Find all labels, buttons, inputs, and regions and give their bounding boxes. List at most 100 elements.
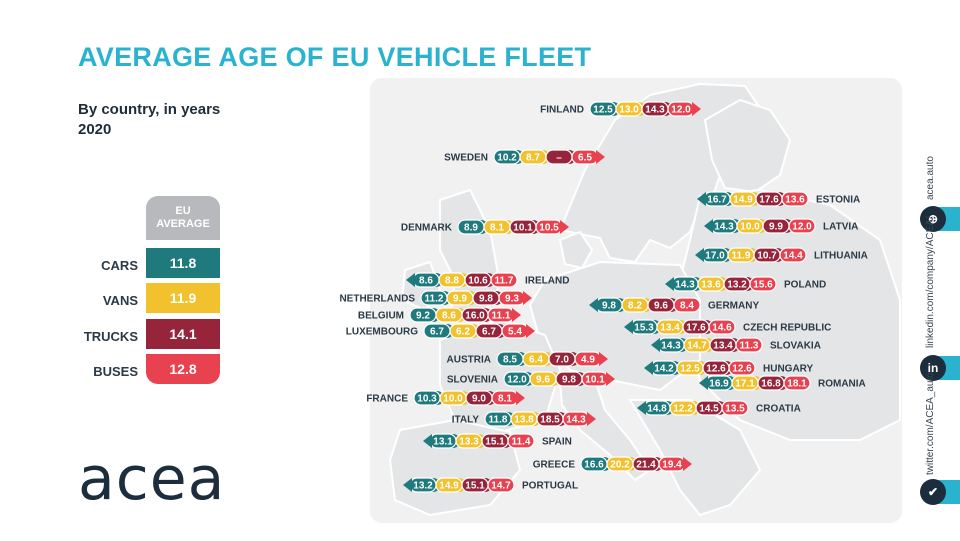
value-croatia-0: 14.8	[647, 404, 667, 415]
value-hungary-0: 14.2	[654, 364, 674, 375]
social-text-linkedin[interactable]: linkedin.com/company/ACEA/	[925, 216, 936, 348]
country-callout-latvia: 14.3 10.0 9.9 12.0 LATVIA	[704, 218, 858, 234]
map-denmark	[558, 230, 594, 270]
value-romania-1: 17.1	[735, 379, 755, 390]
country-label-hungary: HUNGARY	[763, 364, 814, 375]
value-croatia-3: 13.5	[725, 404, 745, 415]
value-slovenia-1: 9.6	[536, 375, 550, 386]
country-callout-lithuania: 17.0 11.9 10.7 14.4 LITHUANIA	[695, 247, 868, 263]
value-ireland-1: 8.8	[445, 276, 459, 287]
social-text-twitter[interactable]: twitter.com/ACEA_auto	[925, 372, 936, 475]
value-greece-2: 21.4	[636, 460, 656, 471]
value-ireland-3: 11.7	[495, 276, 514, 287]
pointer-spain	[423, 434, 432, 448]
value-finland-2: 14.3	[645, 105, 665, 116]
value-lithuania-3: 14.4	[783, 251, 803, 262]
value-estonia-0: 16.7	[707, 195, 727, 206]
country-callout-luxembourg: 6.7 6.2 6.7 5.4 LUXEMBOURG	[346, 323, 535, 339]
value-slovenia-0: 12.0	[507, 375, 527, 386]
page-title: AVERAGE AGE OF EU VEHICLE FLEET	[78, 42, 592, 72]
value-romania-2: 16.8	[761, 379, 781, 390]
legend-value-trucks: 14.1	[146, 319, 220, 349]
value-germany-1: 8.2	[628, 301, 642, 312]
linkedin-icon[interactable]: in	[920, 355, 946, 381]
country-callout-austria: 8.5 6.4 7.0 4.9 AUSTRIA	[447, 351, 608, 367]
country-callout-belgium: 9.2 8.6 16.0 11.1 BELGIUM	[358, 307, 521, 323]
value-denmark-0: 8.9	[464, 223, 478, 234]
legend-value-buses: 12.8	[146, 354, 220, 384]
country-callout-slovakia: 14.3 14.7 13.4 11.3 SLOVAKIA	[651, 337, 821, 353]
value-austria-1: 6.4	[529, 355, 543, 366]
value-hungary-1: 12.5	[680, 364, 700, 375]
country-label-latvia: LATVIA	[823, 222, 858, 233]
country-callout-ireland: 8.6 8.8 10.6 11.7 IRELAND	[406, 272, 569, 288]
value-estonia-3: 13.6	[785, 195, 805, 206]
country-label-france: FRANCE	[366, 394, 408, 405]
value-latvia-3: 12.0	[792, 222, 812, 233]
globe-icon[interactable]: ⊕	[920, 206, 946, 232]
value-poland-3: 15.6	[753, 280, 773, 291]
acea-logo: acea	[78, 444, 225, 514]
value-portugal-1: 14.9	[439, 481, 459, 492]
value-italy-2: 18.5	[540, 415, 560, 426]
country-label-portugal: PORTUGAL	[522, 481, 578, 492]
country-callout-sweden: 10.2 8.7 – 6.5 SWEDEN	[444, 149, 605, 165]
country-callout-hungary: 14.2 12.5 12.6 12.6 HUNGARY	[644, 360, 814, 376]
value-sweden-1: 8.7	[526, 153, 540, 164]
country-label-greece: GREECE	[533, 460, 576, 471]
country-label-spain: SPAIN	[542, 437, 572, 448]
value-slovakia-0: 14.3	[661, 341, 681, 352]
value-germany-2: 9.6	[654, 301, 668, 312]
value-lithuania-1: 11.9	[732, 251, 751, 262]
value-denmark-1: 8.1	[490, 223, 504, 234]
social-text-web[interactable]: acea.auto	[925, 156, 936, 200]
value-slovakia-3: 11.3	[740, 341, 759, 352]
value-luxembourg-0: 6.7	[430, 327, 444, 338]
value-spain-0: 13.1	[433, 437, 453, 448]
country-label-slovakia: SLOVAKIA	[770, 341, 821, 352]
year-label: 2020	[78, 121, 112, 138]
value-slovenia-3: 10.1	[585, 375, 605, 386]
value-greece-3: 19.4	[662, 460, 682, 471]
twitter-icon[interactable]: ✔	[920, 479, 946, 505]
value-sweden-0: 10.2	[497, 153, 517, 164]
value-finland-1: 13.0	[619, 105, 639, 116]
country-label-estonia: ESTONIA	[816, 195, 860, 206]
value-sweden-2: –	[556, 153, 562, 164]
value-belgium-3: 11.1	[492, 311, 511, 322]
legend-label-vans: VANS	[102, 293, 138, 308]
segment-cap-netherlands-0	[420, 290, 448, 306]
value-spain-1: 13.3	[459, 437, 479, 448]
value-italy-3: 14.3	[566, 415, 586, 426]
country-label-austria: AUSTRIA	[447, 355, 491, 366]
country-callout-france: 10.3 10.0 9.0 8.1 FRANCE	[366, 390, 525, 406]
value-latvia-1: 10.0	[740, 222, 760, 233]
value-spain-3: 11.4	[512, 437, 531, 448]
country-label-czech-republic: CZECH REPUBLIC	[743, 323, 831, 334]
acea-logo-text: acea	[78, 444, 226, 514]
map-finland	[703, 98, 792, 194]
value-belgium-1: 8.6	[442, 311, 456, 322]
pointer-slovakia	[651, 338, 660, 352]
value-slovakia-2: 13.4	[713, 341, 733, 352]
country-callout-estonia: 16.7 14.9 17.6 13.6 ESTONIA	[697, 191, 860, 207]
country-label-croatia: CROATIA	[756, 404, 801, 415]
legend-label-buses: BUSES	[93, 364, 138, 379]
pointer-france	[516, 391, 525, 405]
segment-cap-finland-0	[589, 101, 617, 117]
value-hungary-2: 12.6	[706, 364, 726, 375]
country-callout-finland: 12.5 13.0 14.3 12.0 FINLAND	[540, 101, 701, 117]
value-portugal-2: 15.1	[465, 481, 485, 492]
country-label-lithuania: LITHUANIA	[814, 251, 868, 262]
segment-cap-italy-0	[484, 411, 512, 427]
pointer-belgium	[512, 308, 521, 322]
pointer-hungary	[644, 361, 653, 375]
value-czech-republic-0: 15.3	[634, 323, 654, 334]
country-callout-croatia: 14.8 12.2 14.5 13.5 CROATIA	[637, 400, 801, 416]
value-germany-3: 8.4	[680, 301, 694, 312]
pointer-netherlands	[523, 291, 532, 305]
country-callout-romania: 16.9 17.1 16.8 18.1 ROMANIA	[699, 375, 866, 391]
country-callout-spain: 13.1 13.3 15.1 11.4 SPAIN	[423, 433, 572, 449]
value-croatia-2: 14.5	[699, 404, 719, 415]
value-france-2: 9.0	[472, 394, 486, 405]
